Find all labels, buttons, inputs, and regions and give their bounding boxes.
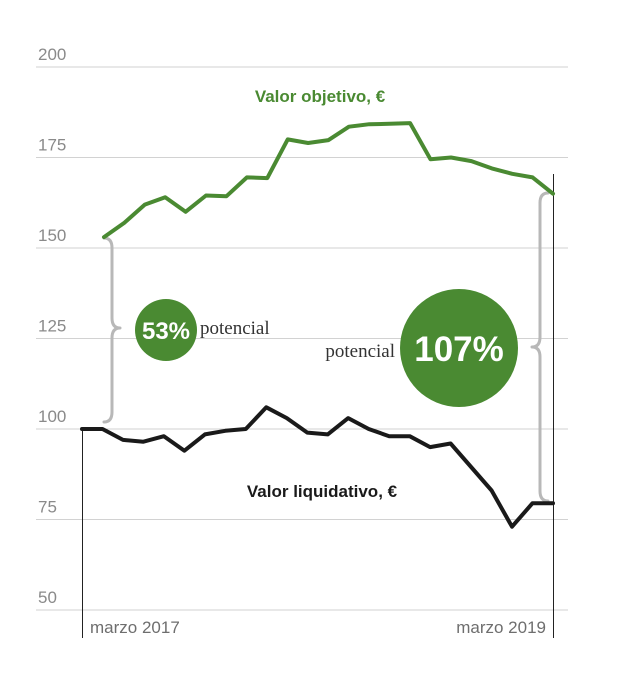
bubble-107-value: 107% (414, 330, 504, 369)
y-tick-label-75: 75 (38, 498, 57, 517)
x-label-start: marzo 2017 (90, 618, 180, 637)
y-tick-label-150: 150 (38, 226, 66, 245)
series-line-valor-liquidativo (80, 405, 555, 529)
y-tick-label-200: 200 (38, 45, 66, 64)
series-title-liquidativo: Valor liquidativo, € (247, 482, 398, 501)
series-group (80, 121, 555, 529)
y-tick-label-50: 50 (38, 588, 57, 607)
y-tick-label-100: 100 (38, 407, 66, 426)
bubble-53-value: 53% (142, 318, 190, 345)
y-axis-ticks: 200 175 150 125 100 75 50 (38, 45, 66, 607)
brace-left (102, 236, 122, 424)
series-title-objetivo: Valor objetivo, € (255, 87, 386, 106)
y-tick-label-125: 125 (38, 317, 66, 336)
x-axis: marzo 2017 marzo 2019 (82, 174, 554, 638)
x-label-end: marzo 2019 (456, 618, 546, 637)
potencial-label-left: potencial (200, 318, 270, 339)
bubble-53 (135, 299, 197, 361)
bubble-107 (400, 289, 518, 407)
potencial-label-right: potencial (325, 341, 395, 362)
y-tick-label-175: 175 (38, 136, 66, 155)
series-line-valor-objetivo (102, 121, 555, 240)
brace-right (530, 191, 550, 503)
